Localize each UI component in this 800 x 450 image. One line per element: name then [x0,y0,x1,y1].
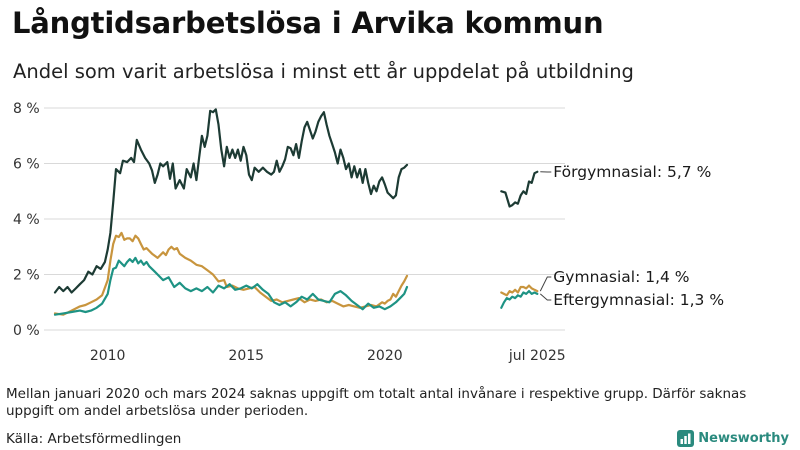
brand-name: Newsworthy [698,431,789,446]
series-line [53,256,409,316]
brand-logo: Newsworthy [677,430,789,447]
series-leader-line [539,293,552,301]
chart-subtitle: Andel som varit arbetslösa i minst ett å… [13,60,634,83]
y-tick-label: 0 % [13,323,40,339]
series-leader-line [539,276,552,292]
y-tick-label: 6 % [13,157,40,173]
series-line [500,290,539,309]
newsworthy-logo-icon [677,430,695,447]
series-end-label: Gymnasial: 1,4 % [553,268,689,286]
series-end-label: Eftergymnasial: 1,3 % [553,291,724,309]
series-line [500,170,539,208]
line-chart: 0 % 2 % 4 % 6 % 8 % 2010 2015 2020 jul 2025 Förgy… [13,101,724,364]
x-tick-label: 2010 [90,348,126,364]
footnote: Mellan januari 2020 och mars 2024 saknas… [6,386,747,419]
y-tick-label: 4 % [13,212,40,228]
series-end-label: Förgymnasial: 5,7 % [553,163,711,181]
y-tick-label: 2 % [13,268,40,284]
source-credit: Källa: Arbetsförmedlingen [6,431,182,447]
series-line [53,108,409,294]
y-tick-label: 8 % [13,101,40,117]
series-line [500,284,539,297]
x-tick-label: jul 2025 [508,348,566,364]
chart-title: Långtidsarbetslösa i Arvika kommun [12,6,604,40]
x-tick-label: 2015 [228,348,264,364]
x-tick-label: 2020 [367,348,403,364]
